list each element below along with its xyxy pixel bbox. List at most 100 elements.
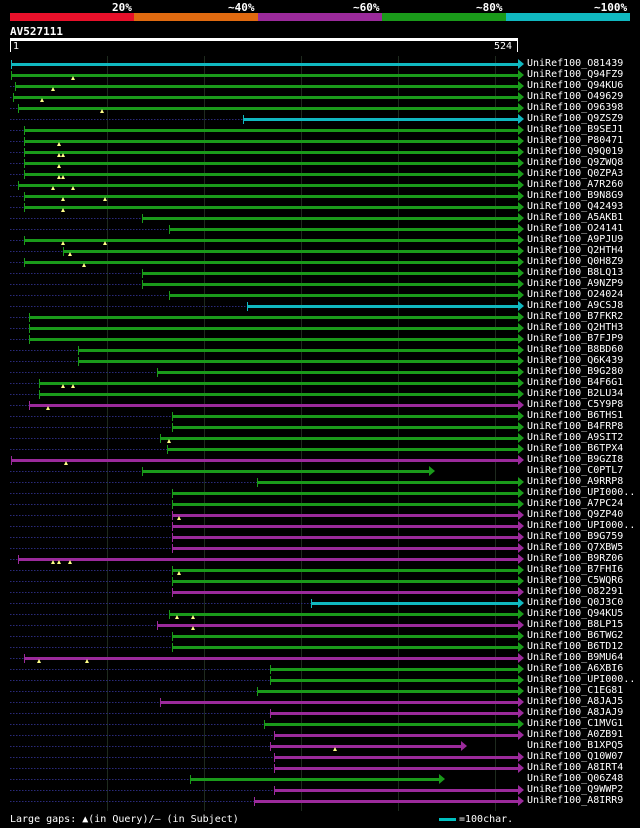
- alignment-bar[interactable]: [270, 668, 518, 671]
- hit-row[interactable]: UniRef100_B6TPX4: [0, 443, 640, 455]
- hit-row[interactable]: UniRef100_B6TWG2: [0, 630, 640, 642]
- hit-id-link[interactable]: UniRef100_UPI000..: [527, 674, 636, 685]
- hit-id-link[interactable]: UniRef100_B9G759: [527, 531, 624, 542]
- hit-id-link[interactable]: UniRef100_B6TD12: [527, 641, 624, 652]
- hit-row[interactable]: UniRef100_A9SIT2: [0, 432, 640, 444]
- alignment-bar[interactable]: [254, 800, 518, 803]
- hit-id-link[interactable]: UniRef100_C0PTL7: [527, 465, 624, 476]
- hit-row[interactable]: UniRef100_Q0J3C0: [0, 597, 640, 609]
- alignment-bar[interactable]: [39, 382, 518, 385]
- hit-id-link[interactable]: UniRef100_O24141: [527, 223, 624, 234]
- hit-row[interactable]: UniRef100_C1MVG1: [0, 718, 640, 730]
- hit-id-link[interactable]: UniRef100_Q0J3C0: [527, 597, 624, 608]
- hit-row[interactable]: UniRef100_Q9Q019: [0, 146, 640, 158]
- hit-row[interactable]: UniRef100_Q9ZP40: [0, 509, 640, 521]
- alignment-bar[interactable]: [78, 349, 518, 352]
- hit-row[interactable]: UniRef100_Q7XBW5: [0, 542, 640, 554]
- hit-id-link[interactable]: UniRef100_Q2HTH3: [527, 322, 624, 333]
- alignment-bar[interactable]: [11, 459, 518, 462]
- alignment-bar[interactable]: [142, 272, 518, 275]
- alignment-bar[interactable]: [157, 371, 518, 374]
- alignment-bar[interactable]: [142, 470, 429, 473]
- hit-id-link[interactable]: UniRef100_B7FKR2: [527, 311, 624, 322]
- alignment-bar[interactable]: [18, 558, 518, 561]
- alignment-bar[interactable]: [274, 734, 518, 737]
- alignment-bar[interactable]: [172, 536, 518, 539]
- hit-id-link[interactable]: UniRef100_A7R260: [527, 179, 624, 190]
- hit-row[interactable]: UniRef100_B8LP15: [0, 619, 640, 631]
- alignment-bar[interactable]: [160, 701, 518, 704]
- hit-row[interactable]: UniRef100_B6TD12: [0, 641, 640, 653]
- hit-id-link[interactable]: UniRef100_A7PC24: [527, 498, 624, 509]
- hit-id-link[interactable]: UniRef100_Q94KU5: [527, 608, 624, 619]
- hit-row[interactable]: UniRef100_B7FHI6: [0, 564, 640, 576]
- alignment-bar[interactable]: [274, 789, 518, 792]
- alignment-bar[interactable]: [172, 514, 518, 517]
- hit-id-link[interactable]: UniRef100_B6TWG2: [527, 630, 624, 641]
- hit-row[interactable]: UniRef100_B8LQ13: [0, 267, 640, 279]
- hit-id-link[interactable]: UniRef100_B9G280: [527, 366, 624, 377]
- hit-id-link[interactable]: UniRef100_Q9ZP40: [527, 509, 624, 520]
- hit-row[interactable]: UniRef100_A9CSJ8: [0, 300, 640, 312]
- hit-row[interactable]: UniRef100_B4FRP8: [0, 421, 640, 433]
- hit-id-link[interactable]: UniRef100_Q10W07: [527, 751, 624, 762]
- hit-row[interactable]: UniRef100_O24141: [0, 223, 640, 235]
- alignment-bar[interactable]: [24, 239, 518, 242]
- alignment-bar[interactable]: [172, 635, 518, 638]
- alignment-bar[interactable]: [63, 250, 518, 253]
- alignment-bar[interactable]: [24, 206, 518, 209]
- hit-id-link[interactable]: UniRef100_Q9Q019: [527, 146, 624, 157]
- hit-row[interactable]: UniRef100_B9SEJ1: [0, 124, 640, 136]
- alignment-bar[interactable]: [172, 426, 518, 429]
- hit-id-link[interactable]: UniRef100_C5Y9P8: [527, 399, 624, 410]
- hit-id-link[interactable]: UniRef100_C1EG81: [527, 685, 624, 696]
- hit-row[interactable]: UniRef100_UPI000..: [0, 520, 640, 532]
- hit-id-link[interactable]: UniRef100_B9GZI8: [527, 454, 624, 465]
- alignment-bar[interactable]: [172, 646, 518, 649]
- hit-row[interactable]: UniRef100_Q6K439: [0, 355, 640, 367]
- hit-row[interactable]: UniRef100_Q0ZPA3: [0, 168, 640, 180]
- hit-row[interactable]: UniRef100_C5WQR6: [0, 575, 640, 587]
- alignment-bar[interactable]: [24, 657, 518, 660]
- hit-id-link[interactable]: UniRef100_C1MVG1: [527, 718, 624, 729]
- alignment-bar[interactable]: [311, 602, 518, 605]
- hit-row[interactable]: UniRef100_B7FKR2: [0, 311, 640, 323]
- hit-id-link[interactable]: UniRef100_B1XPQ5: [527, 740, 624, 751]
- hit-row[interactable]: UniRef100_Q06Z48: [0, 773, 640, 785]
- hit-row[interactable]: UniRef100_O81439: [0, 58, 640, 70]
- hit-id-link[interactable]: UniRef100_A9PJU9: [527, 234, 624, 245]
- hit-id-link[interactable]: UniRef100_B8LQ13: [527, 267, 624, 278]
- hit-row[interactable]: UniRef100_B9GZI8: [0, 454, 640, 466]
- alignment-bar[interactable]: [160, 437, 518, 440]
- hit-id-link[interactable]: UniRef100_B7FHI6: [527, 564, 624, 575]
- hit-id-link[interactable]: UniRef100_Q6K439: [527, 355, 624, 366]
- hit-row[interactable]: UniRef100_B4F6G1: [0, 377, 640, 389]
- alignment-bar[interactable]: [257, 690, 518, 693]
- hit-id-link[interactable]: UniRef100_Q94KU6: [527, 80, 624, 91]
- alignment-bar[interactable]: [142, 217, 518, 220]
- hit-row[interactable]: UniRef100_A8IRT4: [0, 762, 640, 774]
- hit-id-link[interactable]: UniRef100_Q2HTH4: [527, 245, 624, 256]
- alignment-bar[interactable]: [29, 316, 518, 319]
- hit-id-link[interactable]: UniRef100_A6XBI6: [527, 663, 624, 674]
- alignment-bar[interactable]: [270, 712, 518, 715]
- hit-id-link[interactable]: UniRef100_Q9WWP2: [527, 784, 624, 795]
- hit-row[interactable]: UniRef100_A0ZB91: [0, 729, 640, 741]
- alignment-bar[interactable]: [24, 162, 518, 165]
- hit-id-link[interactable]: UniRef100_B9SEJ1: [527, 124, 624, 135]
- hit-row[interactable]: UniRef100_Q94FZ9: [0, 69, 640, 81]
- alignment-bar[interactable]: [172, 415, 518, 418]
- hit-id-link[interactable]: UniRef100_B7FJP9: [527, 333, 624, 344]
- alignment-bar[interactable]: [247, 305, 518, 308]
- hit-id-link[interactable]: UniRef100_UPI000..: [527, 520, 636, 531]
- hit-row[interactable]: UniRef100_B8BD60: [0, 344, 640, 356]
- alignment-bar[interactable]: [29, 338, 518, 341]
- alignment-bar[interactable]: [15, 85, 518, 88]
- hit-id-link[interactable]: UniRef100_A8JAJ9: [527, 707, 624, 718]
- hit-row[interactable]: UniRef100_A8IRR9: [0, 795, 640, 807]
- alignment-bar[interactable]: [264, 723, 518, 726]
- hit-id-link[interactable]: UniRef100_A8JAJ5: [527, 696, 624, 707]
- hit-row[interactable]: UniRef100_A9NZP9: [0, 278, 640, 290]
- alignment-bar[interactable]: [11, 63, 518, 66]
- hit-id-link[interactable]: UniRef100_Q0H8Z9: [527, 256, 624, 267]
